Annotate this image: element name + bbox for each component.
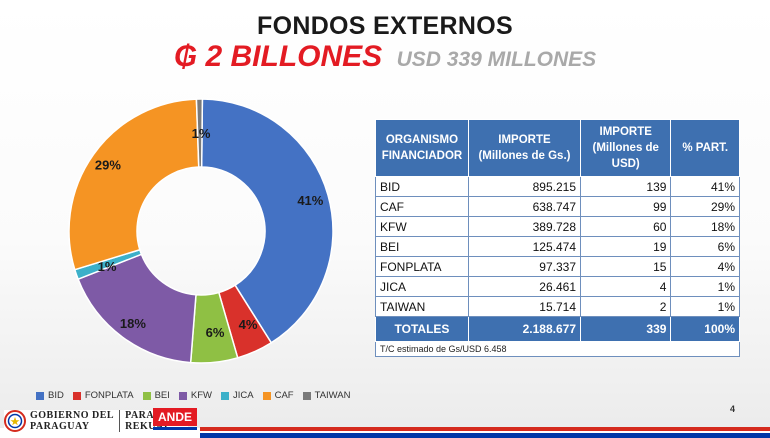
national-seal-icon bbox=[4, 410, 26, 432]
cell-participacion: 1% bbox=[670, 296, 740, 317]
cell-importe-usd: 60 bbox=[579, 216, 672, 237]
cell-importe-usd: 99 bbox=[579, 196, 672, 217]
legend-item: BID bbox=[36, 390, 64, 401]
cell-organismo: KFW bbox=[375, 216, 469, 237]
footer-red-stripe bbox=[200, 427, 770, 431]
totals-row: TOTALES 2.188.677 339 100% bbox=[375, 316, 740, 342]
cell-importe-usd: 4 bbox=[579, 276, 672, 297]
legend-label: JICA bbox=[233, 390, 254, 401]
legend-item: FONPLATA bbox=[72, 390, 134, 401]
legend-item: CAF bbox=[262, 390, 294, 401]
legend-item: BEI bbox=[142, 390, 170, 401]
legend-item: JICA bbox=[221, 390, 254, 401]
cell-participacion: 4% bbox=[670, 256, 740, 277]
footer-blue-stripe bbox=[200, 433, 770, 438]
cell-participacion: 41% bbox=[670, 176, 740, 197]
table-row: FONPLATA 97.337 15 4% bbox=[375, 256, 740, 277]
cell-importe-usd: 139 bbox=[579, 176, 672, 197]
donut-slice-taiwan bbox=[195, 98, 204, 168]
page-number: 4 bbox=[730, 404, 736, 414]
table-row: JICA 26.461 4 1% bbox=[375, 276, 740, 297]
exchange-rate-note: T/C estimado de Gs/USD 6.458 bbox=[375, 342, 740, 357]
cell-importe-usd: 15 bbox=[579, 256, 672, 277]
donut-slice-kfw bbox=[77, 253, 197, 364]
totals-label: TOTALES bbox=[375, 316, 469, 342]
table-row: TAIWAN 15.714 2 1% bbox=[375, 296, 740, 317]
donut-label-kfw: 18% bbox=[120, 316, 146, 331]
cell-participacion: 18% bbox=[670, 216, 740, 237]
legend-item: TAIWAN bbox=[302, 390, 351, 401]
ande-logo-underline bbox=[153, 427, 197, 430]
cell-organismo: TAIWAN bbox=[375, 296, 469, 317]
totals-importe-usd: 339 bbox=[579, 316, 672, 342]
cell-importe-usd: 19 bbox=[579, 236, 672, 257]
table-row: CAF 638.747 99 29% bbox=[375, 196, 740, 217]
amount-guaranies: ₲ 2 BILLONES bbox=[173, 40, 383, 73]
ande-logo: ANDE bbox=[153, 408, 197, 426]
donut-slice-caf bbox=[68, 98, 200, 271]
cell-importe-gs: 125.474 bbox=[467, 236, 582, 257]
column-header-importe-gs: IMPORTE (Millones de Gs.) bbox=[467, 119, 582, 177]
gov-line-4: REKUÁI bbox=[125, 421, 169, 432]
cell-importe-gs: 895.215 bbox=[467, 176, 582, 197]
legend-swatch bbox=[142, 391, 151, 400]
legend-label: BEI bbox=[154, 390, 170, 401]
cell-participacion: 6% bbox=[670, 236, 740, 257]
subtitle-row: ₲ 2 BILLONES USD 339 MILLONES bbox=[0, 40, 770, 74]
table-row: BEI 125.474 19 6% bbox=[375, 236, 740, 257]
gov-line-2: PARAGUAY bbox=[30, 421, 90, 432]
legend-label: TAIWAN bbox=[314, 390, 351, 401]
donut-label-bei: 6% bbox=[206, 325, 225, 340]
cell-organismo: FONPLATA bbox=[375, 256, 469, 277]
chart-legend: BID FONPLATA BEI KFW JICA CAF TAIWAN bbox=[36, 390, 360, 401]
cell-importe-gs: 389.728 bbox=[467, 216, 582, 237]
column-header-participacion: % PART. bbox=[670, 119, 740, 177]
column-header-organismo: ORGANISMO FINANCIADOR bbox=[375, 119, 469, 177]
cell-importe-gs: 97.337 bbox=[467, 256, 582, 277]
legend-label: KFW bbox=[190, 390, 213, 401]
cell-importe-gs: 15.714 bbox=[467, 296, 582, 317]
legend-swatch bbox=[72, 391, 81, 400]
totals-participacion: 100% bbox=[670, 316, 740, 342]
legend-label: BID bbox=[48, 390, 64, 401]
table-row: KFW 389.728 60 18% bbox=[375, 216, 740, 237]
legend-item: KFW bbox=[178, 390, 213, 401]
cell-participacion: 1% bbox=[670, 276, 740, 297]
cell-importe-usd: 2 bbox=[579, 296, 672, 317]
donut-label-caf: 29% bbox=[95, 158, 121, 173]
donut-label-taiwan: 1% bbox=[192, 126, 211, 141]
column-header-importe-usd: IMPORTE (Millones de USD) bbox=[579, 119, 672, 177]
donut-label-fonplata: 4% bbox=[239, 317, 258, 332]
table-header-row: ORGANISMO FINANCIADOR IMPORTE (Millones … bbox=[375, 119, 740, 177]
cell-participacion: 29% bbox=[670, 196, 740, 217]
donut-chart: 41% 4% 6% 18% 1% 29% 1% bbox=[68, 98, 334, 364]
legend-swatch bbox=[302, 391, 311, 400]
cell-importe-gs: 638.747 bbox=[467, 196, 582, 217]
legend-swatch bbox=[262, 391, 271, 400]
cell-organismo: JICA bbox=[375, 276, 469, 297]
funding-table: ORGANISMO FINANCIADOR IMPORTE (Millones … bbox=[375, 119, 740, 357]
gov-line-1: GOBIERNO DEL bbox=[30, 410, 115, 421]
legend-swatch bbox=[178, 391, 187, 400]
cell-organismo: BID bbox=[375, 176, 469, 197]
table-row: BID 895.215 139 41% bbox=[375, 176, 740, 197]
cell-importe-gs: 26.461 bbox=[467, 276, 582, 297]
legend-swatch bbox=[36, 391, 44, 400]
legend-label: CAF bbox=[274, 390, 294, 401]
cell-organismo: BEI bbox=[375, 236, 469, 257]
legend-label: FONPLATA bbox=[84, 390, 134, 401]
legend-swatch bbox=[221, 391, 230, 400]
donut-label-jica: 1% bbox=[98, 259, 117, 274]
slide-title: FONDOS EXTERNOS bbox=[257, 12, 513, 40]
totals-importe-gs: 2.188.677 bbox=[467, 316, 582, 342]
donut-label-bid: 41% bbox=[297, 193, 323, 208]
donut-slice-bid bbox=[200, 98, 334, 344]
cell-organismo: CAF bbox=[375, 196, 469, 217]
amount-usd: USD 339 MILLONES bbox=[396, 48, 597, 71]
